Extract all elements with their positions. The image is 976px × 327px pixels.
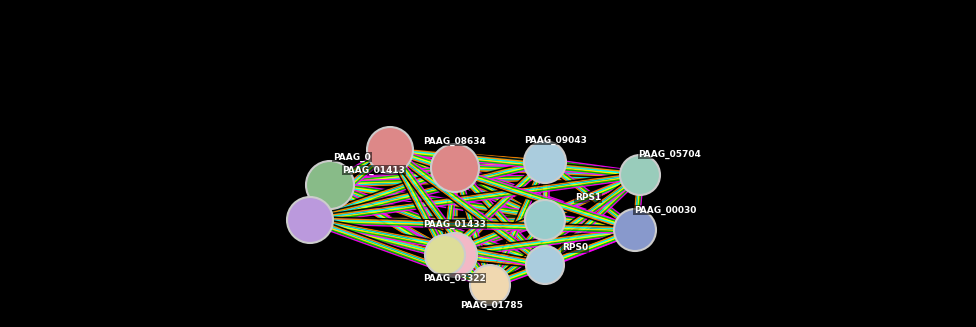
Circle shape <box>525 200 565 240</box>
Circle shape <box>367 127 413 173</box>
Text: PAAG_05704: PAAG_05704 <box>638 149 702 159</box>
Text: PAAG_08634: PAAG_08634 <box>424 136 486 146</box>
Circle shape <box>433 233 477 277</box>
Circle shape <box>470 265 510 305</box>
Text: RPS1: RPS1 <box>575 194 601 202</box>
Circle shape <box>425 235 465 275</box>
Text: PAAG_0: PAAG_0 <box>333 152 371 162</box>
Circle shape <box>614 209 656 251</box>
Circle shape <box>526 246 564 284</box>
Text: RPS0: RPS0 <box>562 244 589 252</box>
Text: PAAG_01433: PAAG_01433 <box>424 219 486 229</box>
Circle shape <box>620 155 660 195</box>
Text: PAAG_01413: PAAG_01413 <box>343 165 405 175</box>
Circle shape <box>287 197 333 243</box>
Text: PAAG_00030: PAAG_00030 <box>633 205 696 215</box>
Circle shape <box>306 161 354 209</box>
Text: PAAG_01785: PAAG_01785 <box>461 301 523 310</box>
Circle shape <box>524 141 566 183</box>
Text: PAAG_03322: PAAG_03322 <box>423 273 485 283</box>
Circle shape <box>431 144 479 192</box>
Text: PAAG_09043: PAAG_09043 <box>524 135 588 145</box>
